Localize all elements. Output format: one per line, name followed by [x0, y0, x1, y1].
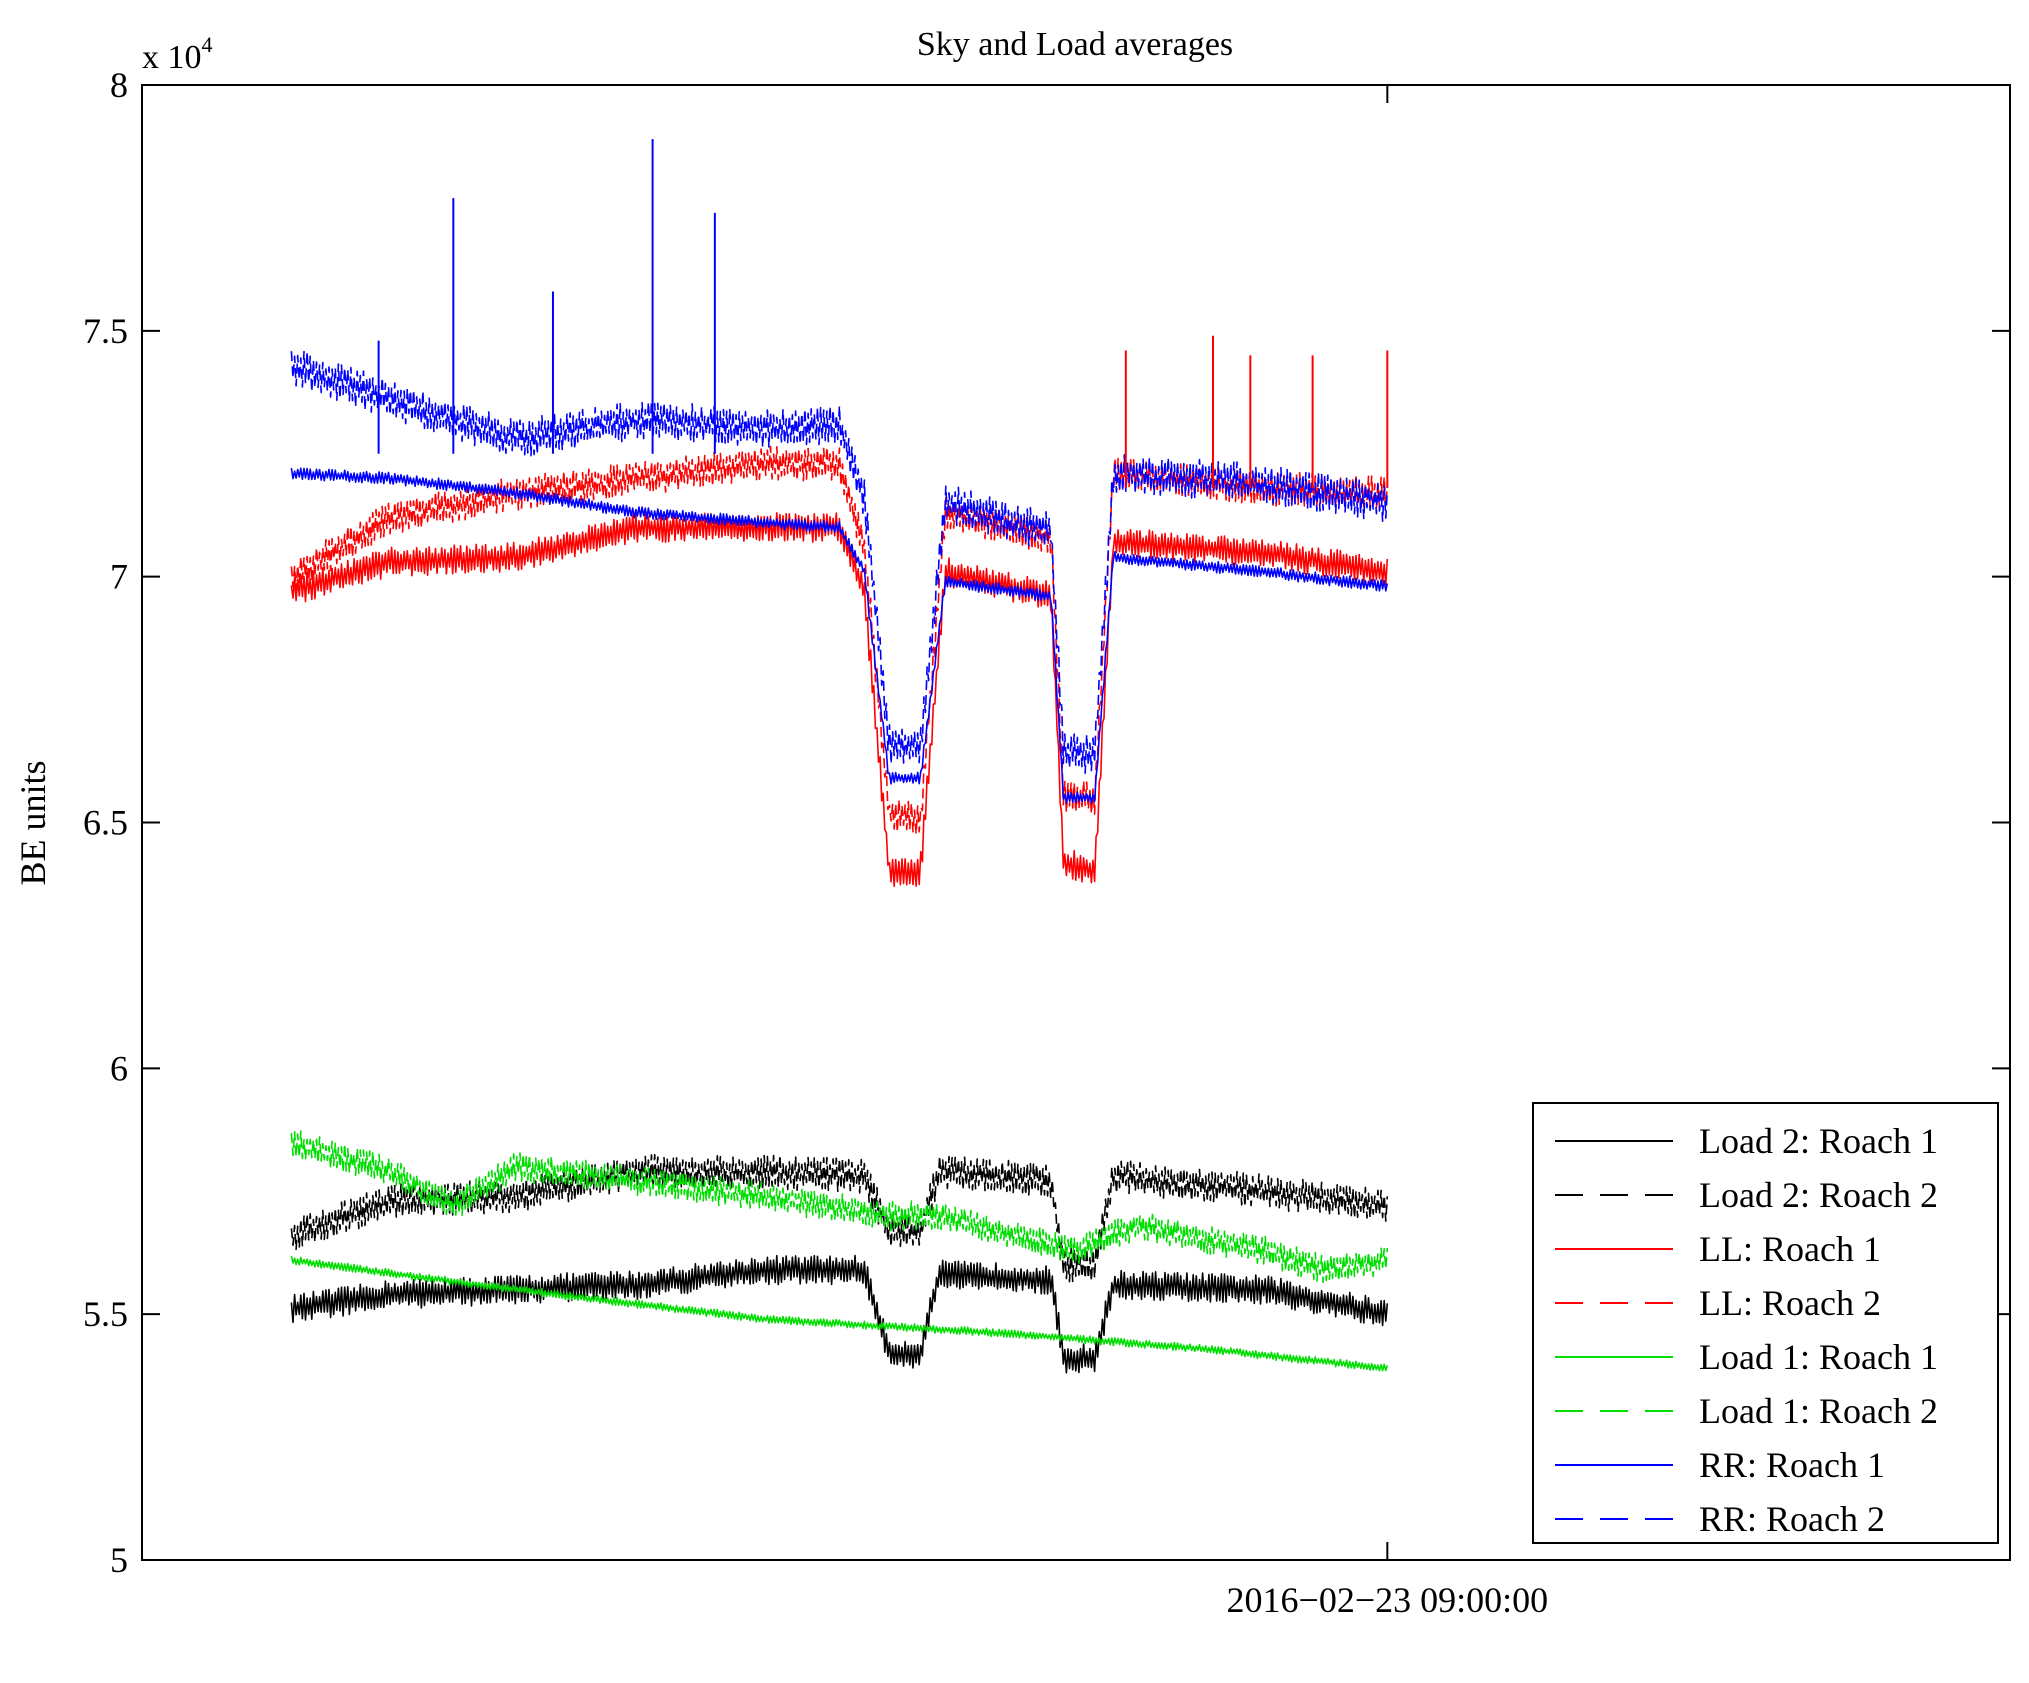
series-line-4 [290, 1256, 1389, 1372]
legend-label: Load 1: Roach 1 [1699, 1337, 1938, 1377]
legend-label: LL: Roach 1 [1699, 1229, 1881, 1269]
legend-label: RR: Roach 2 [1699, 1499, 1885, 1539]
axes-layer: 5 5.5 6 6.5 7 7.5 8 2016−02−23 09:00:00 [83, 65, 2011, 1620]
legend-label: LL: Roach 2 [1699, 1283, 1881, 1323]
y-scale-label: x 104 [142, 32, 213, 76]
series-line-0 [290, 1254, 1389, 1374]
legend-box [1532, 1102, 1999, 1544]
legend-label: Load 2: Roach 2 [1699, 1175, 1938, 1215]
legend: Load 2: Roach 1 Load 2: Roach 2 LL: Roach … [1532, 1102, 1999, 1544]
y-tick-label: 5 [110, 1540, 128, 1580]
series-layer [290, 139, 1389, 1374]
y-tick-label: 6.5 [83, 803, 128, 843]
series-line-7 [290, 350, 1389, 774]
legend-label: Load 1: Roach 2 [1699, 1391, 1938, 1431]
series-line-5 [290, 1130, 1389, 1284]
y-tick-label: 7.5 [83, 311, 128, 351]
y-scale-exponent: 4 [202, 32, 213, 57]
y-tick-label: 8 [110, 65, 128, 105]
y-tick-label: 5.5 [83, 1294, 128, 1334]
legend-label: RR: Roach 1 [1699, 1445, 1885, 1485]
y-tick-label: 6 [110, 1048, 128, 1088]
y-scale-prefix: x 10 [142, 39, 202, 76]
y-tick-label: 7 [110, 557, 128, 597]
x-tick-label: 2016−02−23 09:00:00 [1227, 1580, 1549, 1620]
chart-title: Sky and Load averages [917, 26, 1233, 63]
series-line-6 [290, 467, 1389, 804]
legend-label: Load 2: Roach 1 [1699, 1121, 1938, 1161]
y-axis-label: BE units [13, 760, 53, 885]
series-line-2 [290, 512, 1389, 888]
